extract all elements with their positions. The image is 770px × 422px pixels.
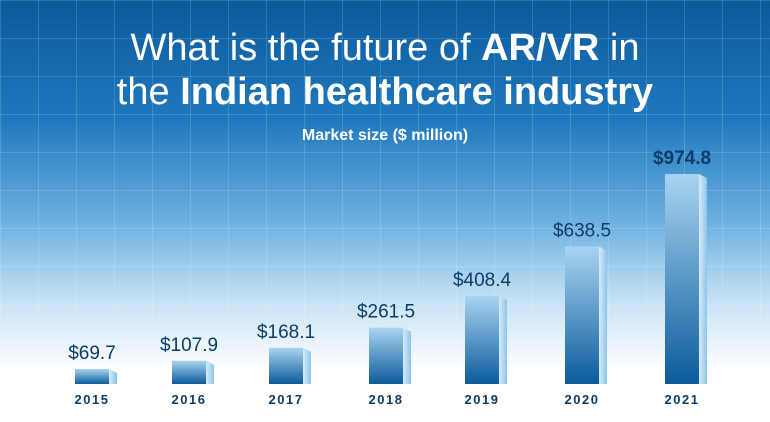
bar-side-2020 <box>599 246 607 384</box>
year-label: 2016 <box>172 392 207 407</box>
value-label: $408.4 <box>453 270 512 291</box>
bar-2016 <box>172 360 206 384</box>
chart-title: What is the future of AR/VR in the India… <box>0 26 770 114</box>
title-part: the <box>116 71 181 113</box>
year-label: 2021 <box>665 392 700 407</box>
year-label: 2015 <box>75 392 110 407</box>
year-label: 2017 <box>269 392 304 407</box>
year-label: 2019 <box>465 392 500 407</box>
title-emphasis: Indian healthcare industry <box>180 71 654 113</box>
bar-side-2018 <box>403 327 411 384</box>
bar-2015 <box>75 368 109 384</box>
chart-subtitle: Market size ($ million) <box>301 127 469 144</box>
value-label: $168.1 <box>257 322 315 343</box>
bar-2018 <box>369 327 403 384</box>
value-label: $107.9 <box>160 335 218 356</box>
title-part: What is the future of <box>130 27 482 69</box>
bar-side-2016 <box>206 360 214 384</box>
title-emphasis: AR/VR <box>481 27 600 69</box>
value-label: $638.5 <box>553 220 611 241</box>
bar-side-2015 <box>109 368 117 384</box>
value-label: $69.7 <box>68 343 116 364</box>
year-label: 2020 <box>565 392 600 407</box>
value-label: $974.8 <box>653 148 711 169</box>
bar-side-2019 <box>499 296 507 384</box>
bar-2021 <box>665 174 699 384</box>
bar-2020 <box>565 246 599 384</box>
bar-side-2017 <box>303 347 311 384</box>
bar-2017 <box>269 347 303 384</box>
title-part: in <box>599 27 640 69</box>
year-label: 2018 <box>369 392 404 407</box>
value-label: $261.5 <box>357 302 415 323</box>
bar-side-2021 <box>699 174 707 384</box>
bar-2019 <box>465 296 499 384</box>
